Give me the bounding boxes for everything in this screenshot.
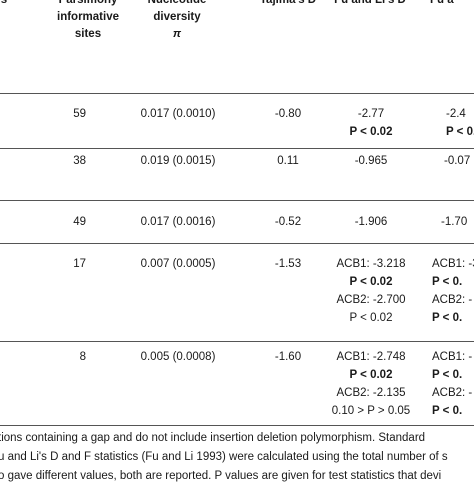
header-nucleotide-diversity: Nucleotide diversity π — [147, 0, 207, 40]
cell-sites: 38 — [73, 155, 86, 167]
row-divider — [0, 243, 474, 244]
row-divider — [0, 341, 474, 342]
cell-tajima: -1.60 — [274, 351, 302, 363]
cell-fu-li-d: -0.965 — [354, 155, 388, 167]
cell-diversity: 0.019 (0.0015) — [140, 155, 216, 167]
cell-fu-li-f: -0.07 — [444, 155, 471, 167]
cell-fu-li-d: ACB1: -3.218 P < 0.02 ACB2: -2.700 P < 0… — [336, 258, 406, 324]
cell-fu-li-d: -1.906 — [354, 216, 388, 228]
cell-tajima: -0.80 — [274, 108, 302, 120]
cell-diversity: 0.005 (0.0008) — [140, 351, 216, 363]
header-tajima: Tajima's D — [259, 0, 317, 6]
cell-fu-li-f: ACB1: - P < 0. ACB2: - P < 0. — [432, 351, 473, 417]
row-divider — [0, 200, 474, 201]
cell-sites: 8 — [79, 351, 86, 363]
footnote-line: u and Li's D and F statistics (Fu and Li… — [0, 451, 448, 463]
cell-fu-li-d: -2.77 P < 0.02 — [349, 108, 393, 138]
row-divider — [0, 148, 474, 149]
header-fu-li-f: Fu a — [430, 0, 454, 6]
footnote-line: o gave different values, both are report… — [0, 470, 442, 482]
cell-fu-li-d: ACB1: -2.748 P < 0.02 ACB2: -2.135 0.10 … — [331, 351, 411, 417]
cell-sites: 59 — [73, 108, 86, 120]
header-divider — [0, 93, 474, 94]
cell-diversity: 0.017 (0.0016) — [140, 216, 216, 228]
header-prev-column: s — [0, 0, 8, 6]
table-bottom-divider — [0, 425, 474, 426]
cell-tajima: -1.53 — [274, 258, 302, 270]
cell-fu-li-f: -1.70 — [441, 216, 468, 228]
cell-fu-li-f: ACB1: -3 P < 0. ACB2: - P < 0. — [432, 258, 474, 324]
footnote-line: tions containing a gap and do not includ… — [0, 432, 426, 444]
header-fu-li-d: Fu and Li's D — [334, 0, 406, 6]
cell-diversity: 0.017 (0.0010) — [140, 108, 216, 120]
cell-diversity: 0.007 (0.0005) — [140, 258, 216, 270]
cell-tajima: -0.52 — [274, 216, 302, 228]
header-parsimony: Parsimony informative sites — [57, 0, 119, 40]
cell-fu-li-f: -2.4 P < 0. — [446, 108, 474, 138]
cell-sites: 17 — [73, 258, 86, 270]
cell-sites: 49 — [73, 216, 86, 228]
cell-tajima: 0.11 — [277, 155, 299, 167]
